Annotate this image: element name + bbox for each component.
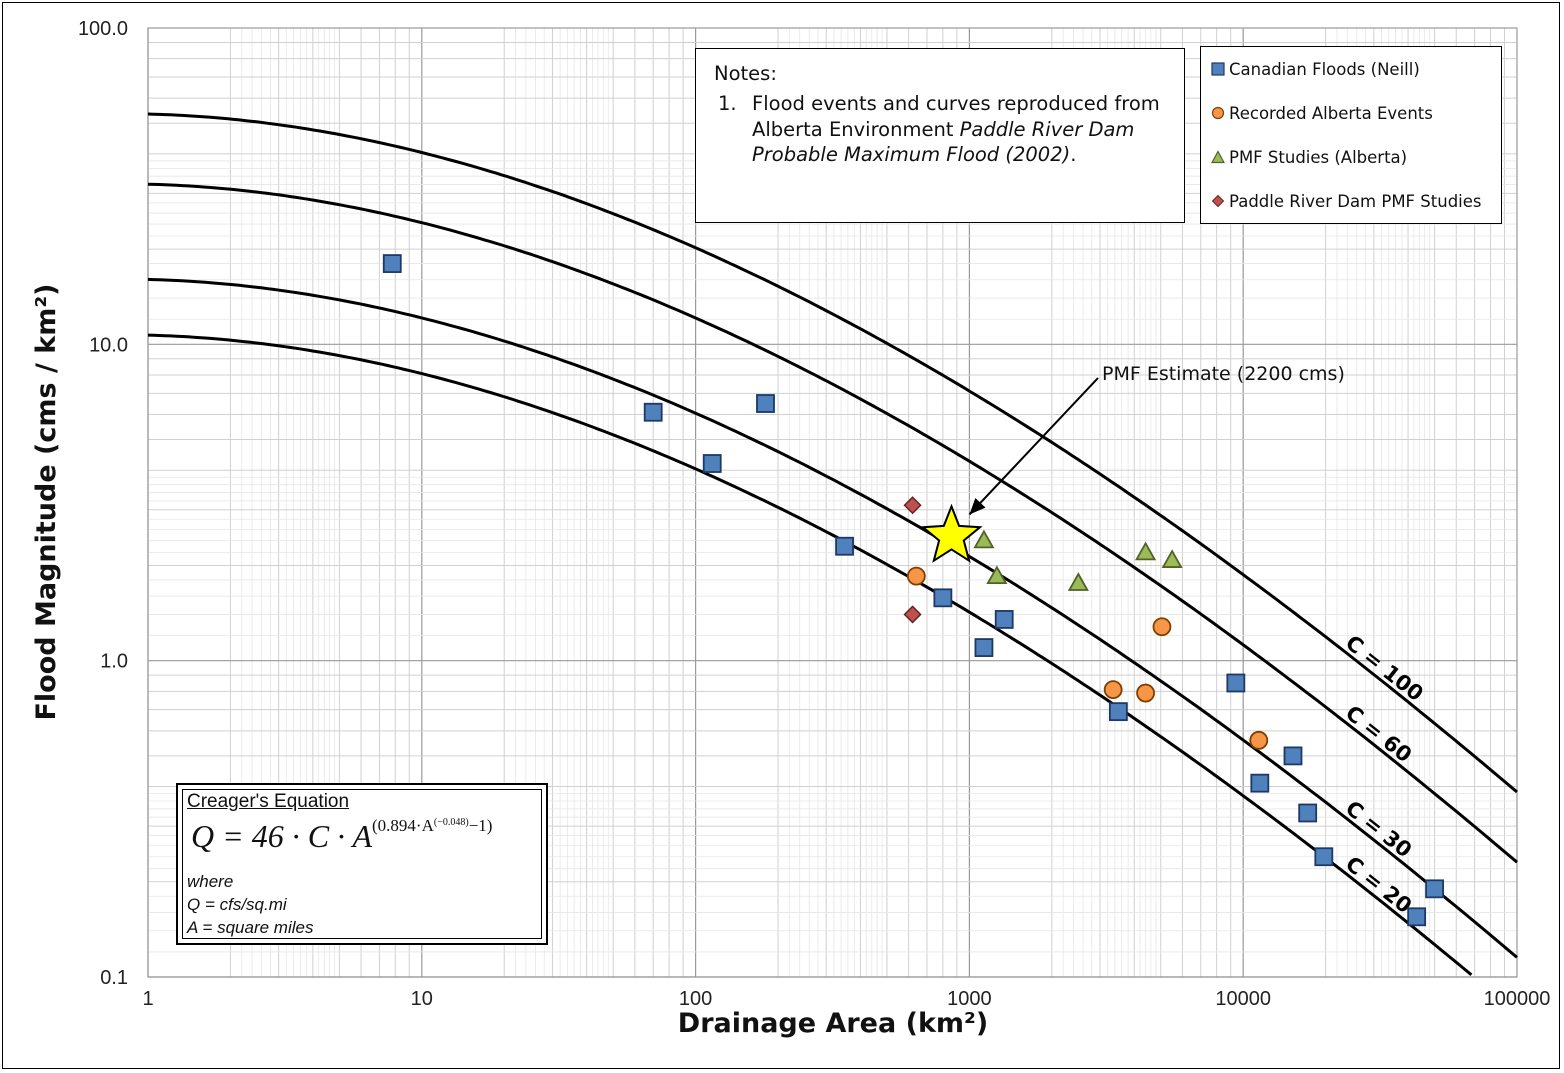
canadian-flood-point [1250,773,1270,793]
legend-item-pmf-studies-alberta: PMF Studies (Alberta) [1211,145,1407,169]
pmf-estimate-star [920,503,983,563]
y-tick-label: 0.1 [100,967,128,989]
notes-box: Notes: 1. Flood events and curves reprod… [695,48,1185,223]
curve-c-20 [147,333,1473,976]
legend-item-canadian-floods: Canadian Floods (Neill) [1211,57,1420,81]
pmf-study-point [1135,541,1157,561]
x-tick-label: 100 [679,988,712,1010]
curve-c-30 [147,277,1518,959]
legend-item-recorded-alberta: Recorded Alberta Events [1211,101,1433,125]
alberta-event-point [1249,730,1269,750]
equation-q-definition: Q = cfs/sq.mi [187,895,287,914]
plot-area-border [147,27,1518,978]
alberta-event-point [1136,683,1155,703]
canadian-flood-point [835,536,854,556]
square-marker-icon [1211,62,1225,76]
x-axis-title: Drainage Area (km²) [678,1008,988,1039]
notes-item-number: 1. [718,92,737,115]
y-tick-label: 100.0 [78,18,128,40]
notes-text-plain: Flood events and curves reproduced from … [752,92,1160,141]
triangle-marker-icon [1211,150,1225,164]
canadian-flood-point [382,254,402,273]
pmf-arrow [968,377,1099,516]
curve-label-c-100: C = 100 [1341,631,1428,707]
legend-label: Recorded Alberta Events [1229,103,1433,123]
creager-equation-box: Creager's Equation Q = 46 · C · A(0.894·… [176,783,548,945]
canadian-flood-point [994,610,1014,629]
notes-text-italic: Paddle River Dam Probable Maximum Flood … [752,117,1135,167]
legend-label: Canadian Floods (Neill) [1229,59,1420,79]
formula-exponent-start: (0.894·A [372,816,434,835]
equation-inner-border: Creager's Equation Q = 46 · C · A(0.894·… [182,789,542,939]
curve-label-c-60: C = 60 [1341,701,1416,767]
canadian-flood-point [1407,907,1427,927]
x-tick-label: 1000 [947,988,992,1010]
pmf-study-point [986,565,1008,585]
tick-labels: 1 10 100 1000 10000 100000 0.1 1.0 10.0 100.0 [78,18,1550,1010]
canadian-flood-point [1226,673,1246,693]
equation-a-definition: A = square miles [187,918,314,937]
notes-text-end: . [1070,143,1077,167]
notes-item-text: Flood events and curves reproduced from … [752,91,1166,168]
x-tick-label: 10 [411,988,433,1010]
canadian-flood-point [1298,803,1318,823]
formula-exponent-end: −1) [468,816,493,835]
canadian-flood-point [974,638,994,657]
arrow-head [969,497,986,515]
arrow-line [968,377,1099,516]
pmf-study-point [973,529,995,549]
curve-c-100 [147,112,1518,794]
canadian-flood-point [1314,847,1334,867]
canadian-flood-point [1425,879,1444,899]
circle-marker-icon [1211,106,1225,120]
legend-label: Paddle River Dam PMF Studies [1229,191,1482,211]
equation-title: Creager's Equation [187,791,350,812]
canadian-flood-point [643,402,663,422]
canadian-flood-point [1283,746,1303,766]
canadian-flood-point [756,394,775,413]
equation-formula: Q = 46 · C · A(0.894·A(−0.048)−1) [191,816,492,855]
equation-where: where [187,872,234,891]
y-tick-label: 10.0 [89,334,128,356]
x-tick-label: 100000 [1484,988,1551,1010]
creager-curves [147,112,1518,976]
paddle-river-pmf-point [903,605,922,624]
canadian-flood-point [1108,702,1128,722]
canadian-flood-point [702,454,722,473]
legend-label: PMF Studies (Alberta) [1229,147,1408,167]
pmf-study-point [1067,572,1089,591]
curve-label-c-30: C = 30 [1341,796,1416,862]
paddle-river-pmf-point [903,496,922,515]
notes-heading: Notes: [714,62,777,85]
curve-c-60 [147,182,1518,864]
formula-main: Q = 46 · C · A [191,818,373,854]
x-tick-label: 10000 [1215,988,1271,1010]
x-tick-label: 1 [142,988,153,1010]
alberta-event-point [906,566,926,586]
formula-exponent-inner: (−0.048) [433,817,469,828]
y-axis-title: Flood Magnitude (cms / km²) [31,283,62,720]
data-points [382,254,1444,927]
curve-label-c-20: C = 20 [1341,852,1416,918]
legend: Canadian Floods (Neill) Recorded Alberta… [1200,46,1502,224]
y-tick-label: 1.0 [100,651,128,673]
diamond-marker-icon [1211,194,1225,208]
pmf-study-point [1161,549,1183,568]
canadian-flood-point [933,588,953,608]
formula-exponent: (0.894·A(−0.048)−1) [372,816,492,835]
alberta-event-point [1152,617,1172,637]
legend-item-paddle-river-pmf: Paddle River Dam PMF Studies [1211,189,1482,213]
alberta-event-point [1103,680,1123,700]
pmf-estimate-label: PMF Estimate (2200 cms) [1102,363,1345,385]
